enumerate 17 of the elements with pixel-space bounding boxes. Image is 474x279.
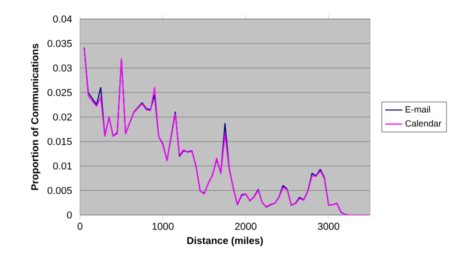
y-tick-label: 0.015: [48, 138, 72, 146]
y-tick-label: 0.04: [53, 15, 72, 23]
x-axis-title: Distance (miles): [187, 236, 263, 246]
x-tick-label: 3000: [318, 222, 340, 230]
y-tick-label: 0.02: [53, 113, 72, 121]
y-tick-label: 0.01: [53, 162, 72, 170]
x-tick-label: 2000: [235, 222, 256, 230]
legend-label: E-mail: [406, 106, 430, 113]
legend-label: Calendar: [405, 120, 442, 127]
y-tick-label: 0.025: [48, 88, 72, 96]
x-tick-label: 1000: [152, 222, 174, 230]
x-tick-label: 0: [78, 222, 82, 230]
y-tick-label: 0.035: [48, 40, 72, 48]
y-tick-label: 0.03: [53, 64, 72, 72]
y-tick-label: 0: [67, 211, 72, 219]
y-tick-label: 0.005: [48, 186, 72, 194]
y-axis-title: Proportion of Communications: [30, 44, 40, 190]
